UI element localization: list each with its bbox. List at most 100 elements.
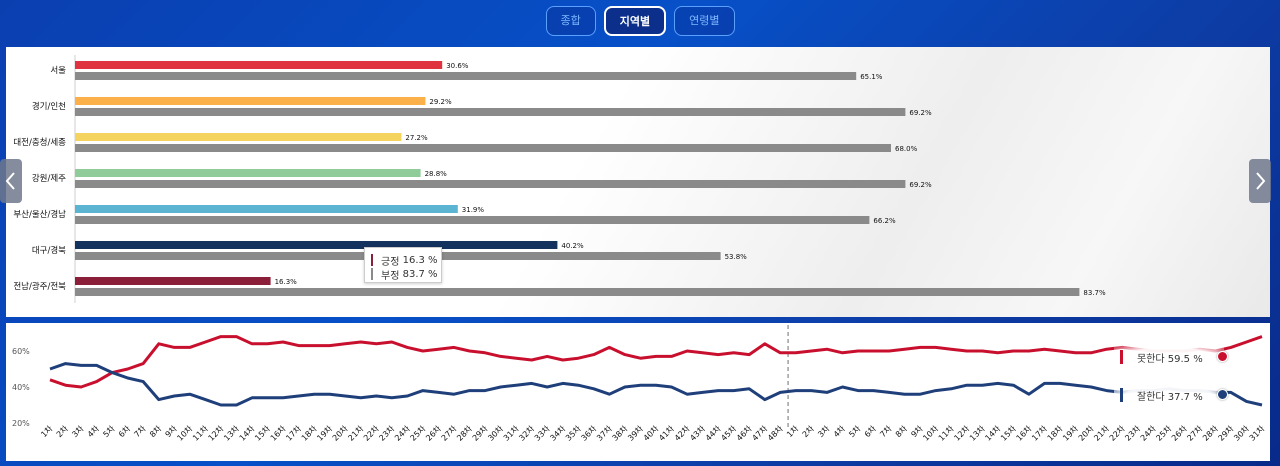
x-tick-label: 14차 [238, 424, 257, 443]
negative-trend-line [49, 335, 1263, 389]
positive-bar [75, 97, 426, 105]
x-tick-label: 23차 [1123, 424, 1142, 443]
x-tick-label: 32차 [517, 424, 536, 443]
positive-bar [75, 277, 271, 285]
x-tick-label: 12차 [207, 424, 226, 443]
x-tick-label: 6차 [117, 424, 133, 440]
trend-line-chart: 20%40%60%1차 2차 3차 4차 5차 6차 7차 8차 9차10차11차12차13차1… [12, 325, 1267, 443]
x-tick-label: 11차 [937, 424, 956, 443]
x-tick-label: 16차 [1015, 424, 1034, 443]
tooltip-negative-label: 부정 [381, 270, 400, 282]
x-tick-label: 38차 [611, 424, 630, 443]
x-tick-label: 36차 [579, 424, 598, 443]
x-tick-label: 17차 [1030, 424, 1049, 443]
x-tick-label: 34차 [548, 424, 567, 443]
x-tick-label: 19차 [1061, 424, 1080, 443]
legend-positive-dot [1217, 389, 1228, 400]
positive-value-label: 40.2% [561, 242, 584, 250]
x-tick-label: 13차 [222, 424, 241, 443]
x-tick-label: 5차 [101, 424, 117, 440]
x-tick-label: 7차 [878, 424, 894, 440]
positive-bar [75, 169, 421, 177]
x-tick-label: 19차 [315, 424, 334, 443]
positive-bar [75, 205, 458, 213]
x-tick-label: 10차 [921, 424, 940, 443]
x-tick-label: 47차 [750, 424, 769, 443]
positive-bar [75, 61, 443, 69]
x-tick-label: 14차 [983, 424, 1002, 443]
positive-value-label: 28.8% [425, 170, 448, 178]
tab-by-region[interactable]: 지역별 [603, 6, 667, 36]
x-tick-label: 6차 [863, 424, 879, 440]
negative-value-label: 83.7% [1083, 289, 1106, 297]
bar-category-label: 대전/충청/세종 [13, 137, 66, 148]
positive-bar [75, 241, 558, 249]
negative-bar [75, 108, 906, 116]
x-tick-label: 2차 [801, 424, 817, 440]
legend-negative: 못한다 59.5 % [1114, 345, 1228, 369]
legend-negative-label: 못한다 59.5 % [1137, 353, 1203, 365]
x-tick-label: 31차 [502, 424, 521, 443]
x-tick-label: 5차 [847, 424, 863, 440]
negative-value-label: 69.2% [909, 109, 932, 117]
bar-category-label: 경기/인천 [32, 101, 66, 112]
x-tick-label: 16차 [269, 424, 288, 443]
view-tabs: 종합 지역별 연령별 [0, 6, 1280, 36]
tooltip-negative-value: 83.7 % [402, 268, 438, 280]
positive-value-label: 29.2% [429, 98, 452, 106]
x-tick-label: 12차 [952, 424, 971, 443]
tooltip-positive-marker [371, 254, 373, 266]
bar-category-label: 대구/경북 [32, 245, 66, 256]
positive-value-label: 27.2% [405, 134, 428, 142]
x-tick-label: 21차 [1092, 424, 1111, 443]
x-tick-label: 45차 [719, 424, 738, 443]
negative-bar [75, 180, 906, 188]
x-tick-label: 22차 [1108, 424, 1127, 443]
x-tick-label: 7차 [132, 424, 148, 440]
bar-tooltip: 긍정 16.3 % 부정 83.7 % [364, 247, 442, 283]
x-tick-label: 30차 [486, 424, 505, 443]
tooltip-positive-label: 긍정 [381, 256, 400, 268]
tooltip-row-positive: 긍정 16.3 % [371, 253, 438, 268]
x-tick-label: 27차 [1185, 424, 1204, 443]
x-tick-label: 13차 [968, 424, 987, 443]
negative-value-label: 65.1% [860, 73, 883, 81]
trend-line-chart-panel: 20% 40% 60% 1차 2차 3차 4차 5차 6차 7차 8차 9차 10차 11차 12차 13차 1… [6, 323, 1270, 461]
x-tick-label: 28차 [455, 424, 474, 443]
x-tick-label: 17차 [284, 424, 303, 443]
bar-category-label: 전남/광주/전북 [13, 281, 66, 292]
x-tick-label: 41차 [657, 424, 676, 443]
prev-arrow-button[interactable] [0, 159, 22, 203]
legend-positive: 잘한다 37.7 % [1114, 383, 1228, 407]
tab-overall[interactable]: 종합 [545, 6, 596, 36]
x-tick-label: 24차 [393, 424, 412, 443]
x-tick-label: 15차 [253, 424, 272, 443]
region-bar-chart-panel: 서울 30.6% 65.1% 경기/인천 29.2% 69.2% 대전/충청/세종 27.2%… [6, 47, 1270, 317]
x-tick-label: 21차 [346, 424, 365, 443]
negative-value-label: 69.2% [909, 181, 932, 189]
tooltip-row-negative: 부정 83.7 % [371, 267, 438, 282]
x-tick-label: 24차 [1139, 424, 1158, 443]
positive-value-label: 16.3% [275, 278, 298, 286]
x-tick-label: 18차 [1046, 424, 1065, 443]
x-tick-label: 48차 [766, 424, 785, 443]
chevron-right-icon [1256, 172, 1266, 190]
negative-bar [75, 72, 857, 80]
x-tick-label: 27차 [440, 424, 459, 443]
next-arrow-button[interactable] [1249, 159, 1271, 203]
x-tick-label: 8차 [894, 424, 910, 440]
x-tick-label: 1차 [785, 424, 801, 440]
x-tick-label: 29차 [471, 424, 490, 443]
negative-value-label: 66.2% [873, 217, 896, 225]
x-tick-label: 2차 [55, 424, 71, 440]
tab-by-age[interactable]: 연령별 [674, 6, 735, 36]
x-tick-label: 3차 [70, 424, 86, 440]
x-tick-label: 42차 [673, 424, 692, 443]
x-tick-label: 29차 [1217, 424, 1236, 443]
x-tick-label: 22차 [362, 424, 381, 443]
x-tick-label: 23차 [377, 424, 396, 443]
x-tick-label: 25차 [409, 424, 428, 443]
positive-value-label: 30.6% [446, 62, 469, 70]
x-tick-label: 1차 [39, 424, 55, 440]
x-tick-label: 3차 [816, 424, 832, 440]
